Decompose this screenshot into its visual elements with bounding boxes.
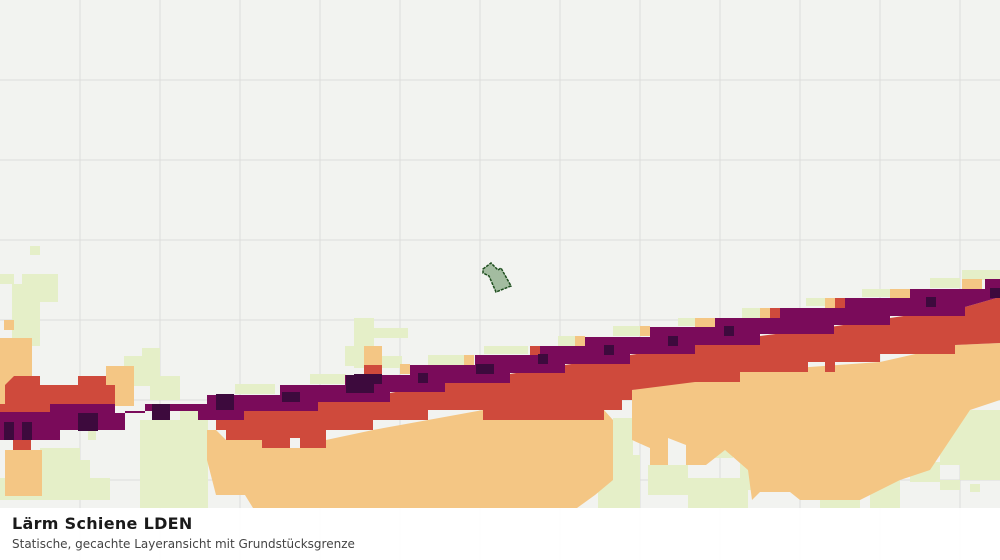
noise-high [0,297,1000,450]
noise-very-high [0,279,1000,440]
legend-panel: Lärm Schiene LDEN Statische, gecachte La… [0,508,1000,560]
parcel-boundary [482,262,513,293]
layer-title: Lärm Schiene LDEN [12,514,193,533]
layer-subtitle: Statische, gecachte Layeransicht mit Gru… [12,537,355,551]
noise-extreme [4,288,1000,440]
